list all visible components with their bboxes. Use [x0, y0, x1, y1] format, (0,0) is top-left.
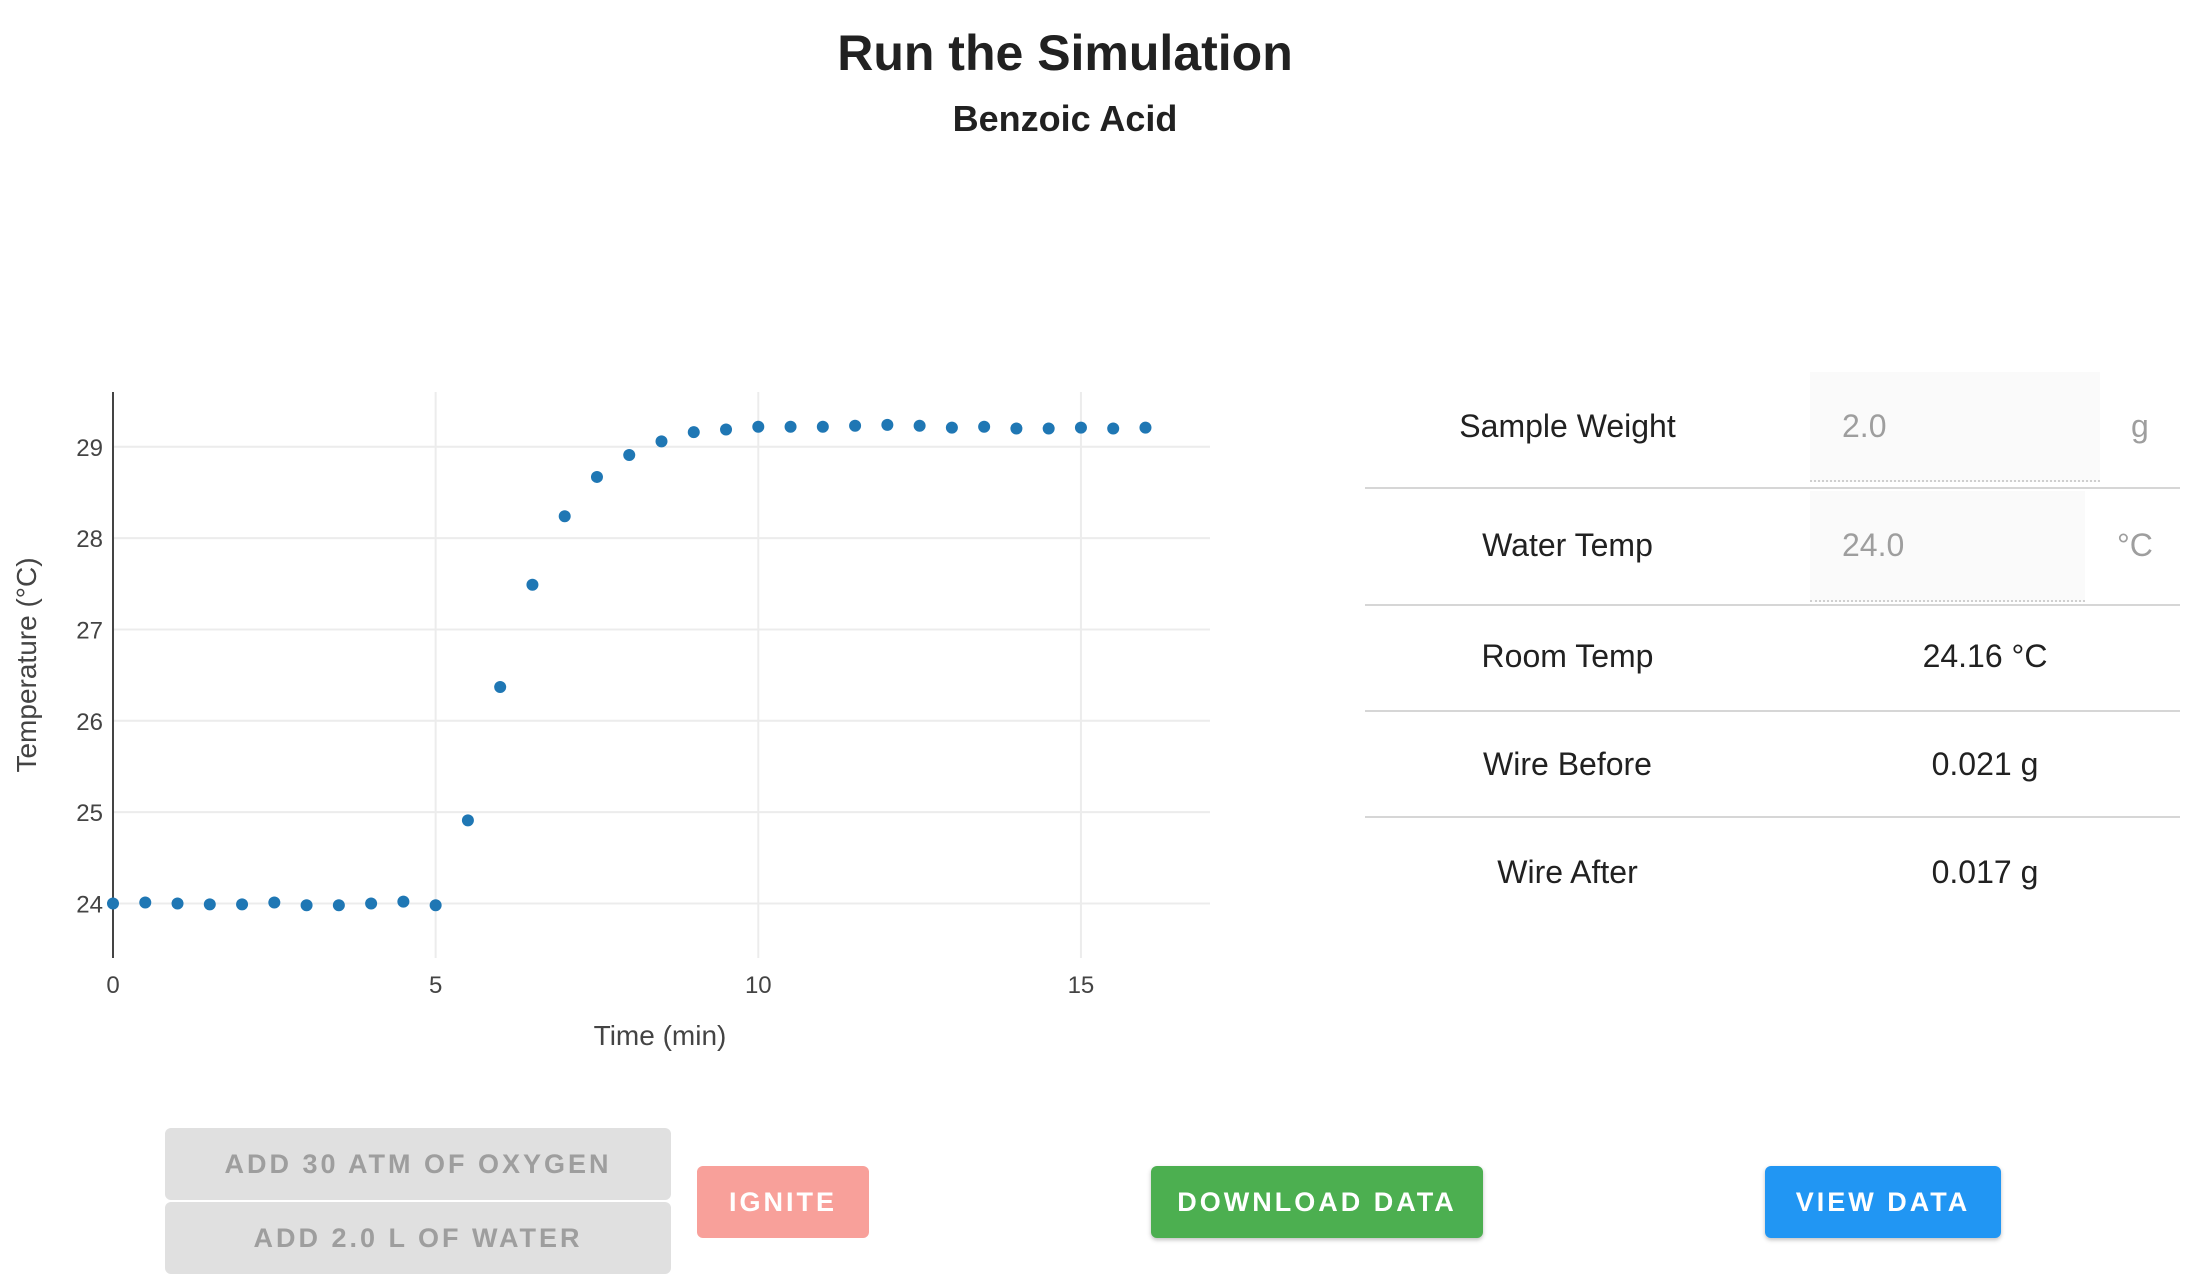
data-point: [558, 510, 571, 523]
data-point: [623, 449, 636, 462]
data-point: [461, 814, 474, 827]
add-oxygen-button[interactable]: ADD 30 ATM OF OXYGEN: [165, 1128, 671, 1200]
chart-grid: [113, 392, 1210, 958]
data-point: [236, 898, 249, 911]
data-point: [913, 419, 926, 432]
view-data-button[interactable]: VIEW DATA: [1765, 1166, 2001, 1238]
data-point: [816, 420, 829, 433]
x-axis-label: Time (min): [594, 1020, 727, 1051]
data-point: [203, 898, 216, 911]
data-point: [107, 897, 119, 910]
param-row-sample-weight: Sample Weight g: [1365, 372, 2180, 489]
data-point: [687, 426, 700, 439]
data-point: [429, 899, 442, 912]
data-point: [655, 435, 668, 448]
param-value: 0.021 g: [1931, 746, 2039, 782]
data-point: [881, 418, 894, 431]
data-point: [1074, 421, 1087, 434]
param-label: Water Temp: [1482, 527, 1653, 563]
y-tick-label: 26: [76, 709, 103, 736]
download-data-button[interactable]: DOWNLOAD DATA: [1151, 1166, 1483, 1238]
data-point: [397, 895, 410, 908]
data-point: [849, 419, 862, 432]
water-temp-input[interactable]: [1810, 491, 2085, 602]
data-point: [1139, 421, 1152, 434]
data-point: [139, 896, 152, 909]
y-tick-label: 24: [76, 891, 103, 918]
param-unit: g: [2131, 408, 2149, 444]
chart-ticks: 24 25 26 27 28 29 0 5 10 15: [76, 435, 1094, 999]
data-point: [784, 420, 797, 433]
temperature-chart: 24 25 26 27 28 29 0 5 10 15 Time (min) Temperatur…: [11, 392, 1210, 1051]
param-row-wire-before: Wire Before 0.021 g: [1365, 712, 2180, 818]
y-tick-label: 25: [76, 800, 103, 827]
data-point: [365, 897, 378, 910]
param-label: Wire After: [1497, 854, 1638, 890]
param-row-wire-after: Wire After 0.017 g: [1365, 818, 2180, 922]
param-label: Sample Weight: [1459, 408, 1676, 444]
param-label: Wire Before: [1483, 746, 1652, 782]
x-tick-label: 15: [1068, 972, 1095, 999]
x-tick-label: 5: [429, 972, 442, 999]
data-point: [1107, 422, 1120, 435]
param-row-room-temp: Room Temp 24.16 °C: [1365, 606, 2180, 712]
data-point: [720, 423, 733, 436]
y-tick-label: 28: [76, 526, 103, 553]
sample-weight-input[interactable]: [1810, 372, 2100, 482]
x-tick-label: 0: [106, 972, 119, 999]
ignite-button[interactable]: IGNITE: [697, 1166, 869, 1238]
data-point: [332, 899, 345, 912]
param-unit: °C: [2117, 527, 2153, 563]
param-value: 24.16 °C: [1922, 638, 2048, 674]
y-tick-label: 29: [76, 435, 103, 462]
data-point: [978, 420, 991, 433]
parameter-table: Sample Weight g Water Temp °C Room Temp …: [1365, 372, 2180, 922]
data-point: [494, 681, 507, 694]
param-value: 0.017 g: [1931, 854, 2039, 890]
data-point: [1010, 422, 1023, 435]
data-point: [1042, 422, 1055, 435]
data-point: [268, 896, 281, 909]
data-point: [171, 897, 184, 910]
x-tick-label: 10: [745, 972, 772, 999]
data-point: [590, 470, 603, 483]
data-point: [752, 420, 765, 433]
page-subtitle: Benzoic Acid: [952, 98, 1178, 139]
chart-points: [107, 418, 1152, 912]
param-row-water-temp: Water Temp °C: [1365, 489, 2180, 606]
page-title: Run the Simulation: [837, 25, 1293, 81]
param-label: Room Temp: [1481, 638, 1654, 674]
data-point: [945, 421, 958, 434]
y-axis-label: Temperature (°C): [11, 557, 42, 772]
y-tick-label: 27: [76, 617, 103, 644]
data-point: [526, 578, 539, 591]
data-point: [300, 899, 313, 912]
add-water-button[interactable]: ADD 2.0 L OF WATER: [165, 1202, 671, 1274]
